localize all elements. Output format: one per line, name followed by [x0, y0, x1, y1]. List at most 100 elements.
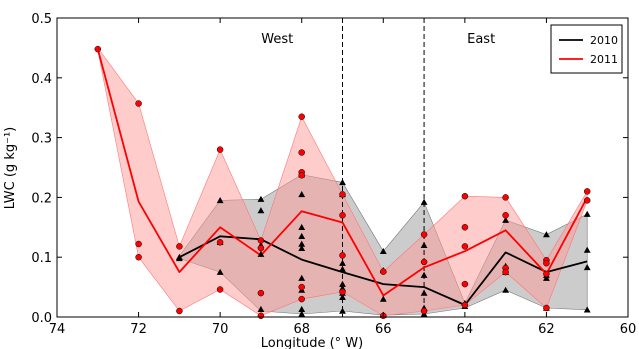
y-axis-label: LWC (g kg⁻¹) [3, 127, 18, 210]
x-tick-label: 68 [293, 322, 310, 337]
point-2010 [339, 307, 346, 314]
point-2011 [461, 243, 469, 250]
plot-frame [56, 17, 629, 318]
y-tick-label: 0.4 [31, 72, 52, 87]
legend: 2010 2011 [550, 24, 623, 74]
point-2010 [543, 231, 550, 238]
point-2011 [257, 237, 265, 244]
point-2011 [176, 243, 183, 250]
point-2010 [420, 271, 428, 278]
point-2011 [176, 307, 183, 315]
point-2010 [543, 274, 550, 281]
point-2010 [298, 244, 306, 251]
point-2011 [135, 253, 142, 261]
point-2011 [461, 192, 469, 200]
axis-ticks: 74 72 70 68 66 64 62 60 0.0 0.1 0.2 0.3 0.4 0.5 [31, 12, 636, 337]
point-2011 [461, 301, 469, 309]
point-2011 [298, 283, 305, 291]
y-tick-label: 0.1 [31, 251, 52, 266]
region-label-west: West [261, 32, 293, 47]
point-2011 [216, 286, 224, 293]
point-2011 [298, 149, 305, 156]
point-2010 [216, 196, 224, 204]
point-2011 [339, 212, 346, 219]
point-2011 [339, 288, 346, 296]
point-2010 [298, 305, 306, 312]
point-2011 [502, 268, 509, 276]
point-2011 [502, 194, 509, 201]
point-2010 [420, 241, 428, 248]
point-2011 [420, 231, 428, 238]
x-tick-label: 60 [620, 322, 637, 337]
point-2011 [380, 268, 387, 275]
point-2010 [339, 265, 346, 272]
x-tick-label: 62 [538, 322, 555, 337]
point-2010 [298, 223, 306, 231]
point-2010 [339, 280, 346, 287]
point-2011 [298, 172, 305, 179]
point-2011 [257, 312, 265, 320]
point-2011 [543, 270, 550, 278]
point-2011 [339, 252, 346, 259]
point-2011 [135, 100, 142, 107]
y-tick-label: 0.3 [31, 132, 52, 147]
point-2010 [257, 305, 265, 312]
point-2010 [379, 247, 387, 254]
point-2010 [298, 274, 306, 281]
point-2010 [298, 191, 306, 198]
mean-line-2011 [96, 48, 588, 297]
point-2010 [502, 286, 510, 293]
point-2010 [583, 246, 591, 253]
point-2010 [175, 254, 183, 262]
point-2010 [257, 250, 265, 257]
point-2011 [94, 45, 102, 53]
point-2010 [502, 216, 510, 223]
x-tick-label: 70 [212, 322, 229, 337]
point-2010 [257, 195, 265, 202]
y-tick-label: 0.5 [31, 12, 52, 27]
point-2011 [461, 280, 469, 288]
point-2011 [298, 113, 305, 120]
data-markers [94, 45, 591, 320]
point-2011 [216, 239, 224, 246]
x-tick-label: 74 [49, 322, 66, 337]
point-2010 [216, 268, 224, 275]
point-2011 [257, 244, 265, 252]
point-2010 [420, 198, 428, 205]
region-label-east: East [467, 32, 495, 47]
point-2011 [583, 188, 591, 195]
point-2011 [502, 212, 509, 219]
point-2011 [339, 191, 346, 198]
legend-label-2010: 2010 [590, 34, 618, 47]
legend-box [550, 24, 623, 74]
point-2011 [543, 259, 550, 267]
point-2010 [339, 179, 346, 186]
point-2011 [543, 304, 550, 312]
point-2010 [583, 263, 591, 271]
point-2011 [216, 146, 224, 153]
x-tick-label: 66 [375, 322, 392, 337]
point-2011 [257, 289, 265, 297]
mean-line-2010 [178, 235, 588, 306]
point-2011 [461, 224, 469, 231]
legend-label-2011: 2011 [590, 53, 618, 66]
x-tick-label: 72 [130, 322, 147, 337]
point-2010 [298, 232, 306, 239]
y-tick-label: 0.0 [31, 311, 52, 326]
point-2010 [257, 207, 265, 214]
y-tick-label: 0.2 [31, 191, 52, 206]
point-2010 [339, 293, 346, 300]
point-2011 [420, 307, 428, 315]
point-2010 [583, 210, 591, 217]
point-2011 [135, 240, 142, 248]
point-2010 [420, 289, 428, 296]
point-2010 [339, 259, 346, 266]
mean-lines [96, 48, 588, 306]
point-2010 [298, 240, 306, 247]
point-2010 [583, 306, 591, 313]
point-2011 [583, 197, 591, 204]
point-2011 [298, 295, 305, 303]
point-2010 [379, 295, 387, 302]
x-tick-label: 64 [457, 322, 474, 337]
